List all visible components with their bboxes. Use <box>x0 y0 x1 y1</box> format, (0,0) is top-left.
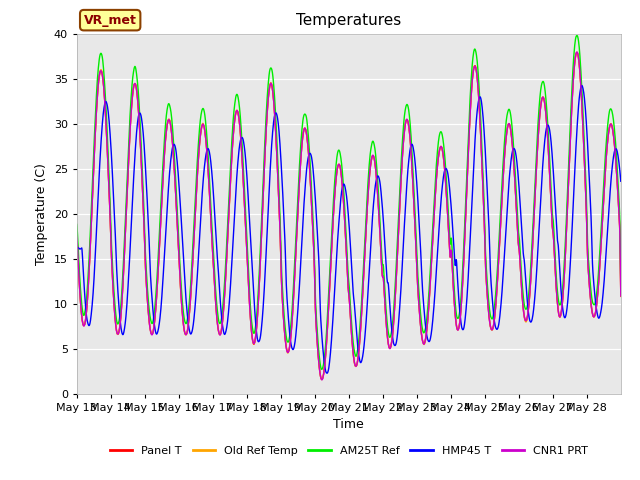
AM25T Ref <box>127 95 135 100</box>
Old Ref Temp <box>513 210 520 216</box>
AM25T Ref <box>244 270 252 276</box>
CNR1 PRT <box>610 132 618 138</box>
CNR1 PRT <box>244 282 252 288</box>
Panel T <box>73 234 81 240</box>
Line: Old Ref Temp: Old Ref Temp <box>77 52 621 379</box>
HMP45 T <box>127 226 135 231</box>
Panel T <box>127 110 135 116</box>
AM25T Ref <box>73 221 81 227</box>
AM25T Ref <box>543 115 551 121</box>
CNR1 PRT <box>617 293 625 299</box>
Old Ref Temp <box>573 49 580 55</box>
HMP45 T <box>73 245 81 251</box>
AM25T Ref <box>513 197 520 203</box>
Old Ref Temp <box>318 376 326 382</box>
HMP45 T <box>617 179 625 184</box>
Text: VR_met: VR_met <box>84 13 136 27</box>
Old Ref Temp <box>610 132 618 138</box>
HMP45 T <box>610 154 618 160</box>
Panel T <box>381 310 389 316</box>
Line: CNR1 PRT: CNR1 PRT <box>77 52 621 380</box>
Legend: Panel T, Old Ref Temp, AM25T Ref, HMP45 T, CNR1 PRT: Panel T, Old Ref Temp, AM25T Ref, HMP45 … <box>106 441 592 460</box>
HMP45 T <box>381 252 389 258</box>
Y-axis label: Temperature (C): Temperature (C) <box>35 163 48 264</box>
HMP45 T <box>323 370 331 376</box>
Panel T <box>573 49 580 55</box>
Panel T <box>318 377 326 383</box>
Line: HMP45 T: HMP45 T <box>77 85 621 373</box>
Panel T <box>617 293 625 299</box>
CNR1 PRT <box>127 110 135 116</box>
Line: AM25T Ref: AM25T Ref <box>77 36 621 370</box>
Panel T <box>244 282 252 288</box>
AM25T Ref <box>381 299 389 304</box>
CNR1 PRT <box>73 234 81 240</box>
HMP45 T <box>513 157 520 163</box>
CNR1 PRT <box>543 130 551 135</box>
Line: Panel T: Panel T <box>77 52 621 380</box>
CNR1 PRT <box>318 377 326 383</box>
HMP45 T <box>578 83 586 88</box>
CNR1 PRT <box>381 311 389 316</box>
AM25T Ref <box>610 118 618 123</box>
Panel T <box>513 210 520 216</box>
Old Ref Temp <box>543 131 551 136</box>
X-axis label: Time: Time <box>333 418 364 431</box>
AM25T Ref <box>573 33 580 38</box>
Panel T <box>543 130 551 135</box>
CNR1 PRT <box>513 210 520 216</box>
AM25T Ref <box>318 367 326 372</box>
HMP45 T <box>543 123 551 129</box>
Old Ref Temp <box>73 233 81 239</box>
Old Ref Temp <box>127 110 135 116</box>
Panel T <box>610 132 618 138</box>
Old Ref Temp <box>381 310 389 316</box>
AM25T Ref <box>617 282 625 288</box>
Title: Temperatures: Temperatures <box>296 13 401 28</box>
CNR1 PRT <box>573 49 580 55</box>
HMP45 T <box>244 201 252 206</box>
Old Ref Temp <box>244 283 252 288</box>
Old Ref Temp <box>617 293 625 299</box>
